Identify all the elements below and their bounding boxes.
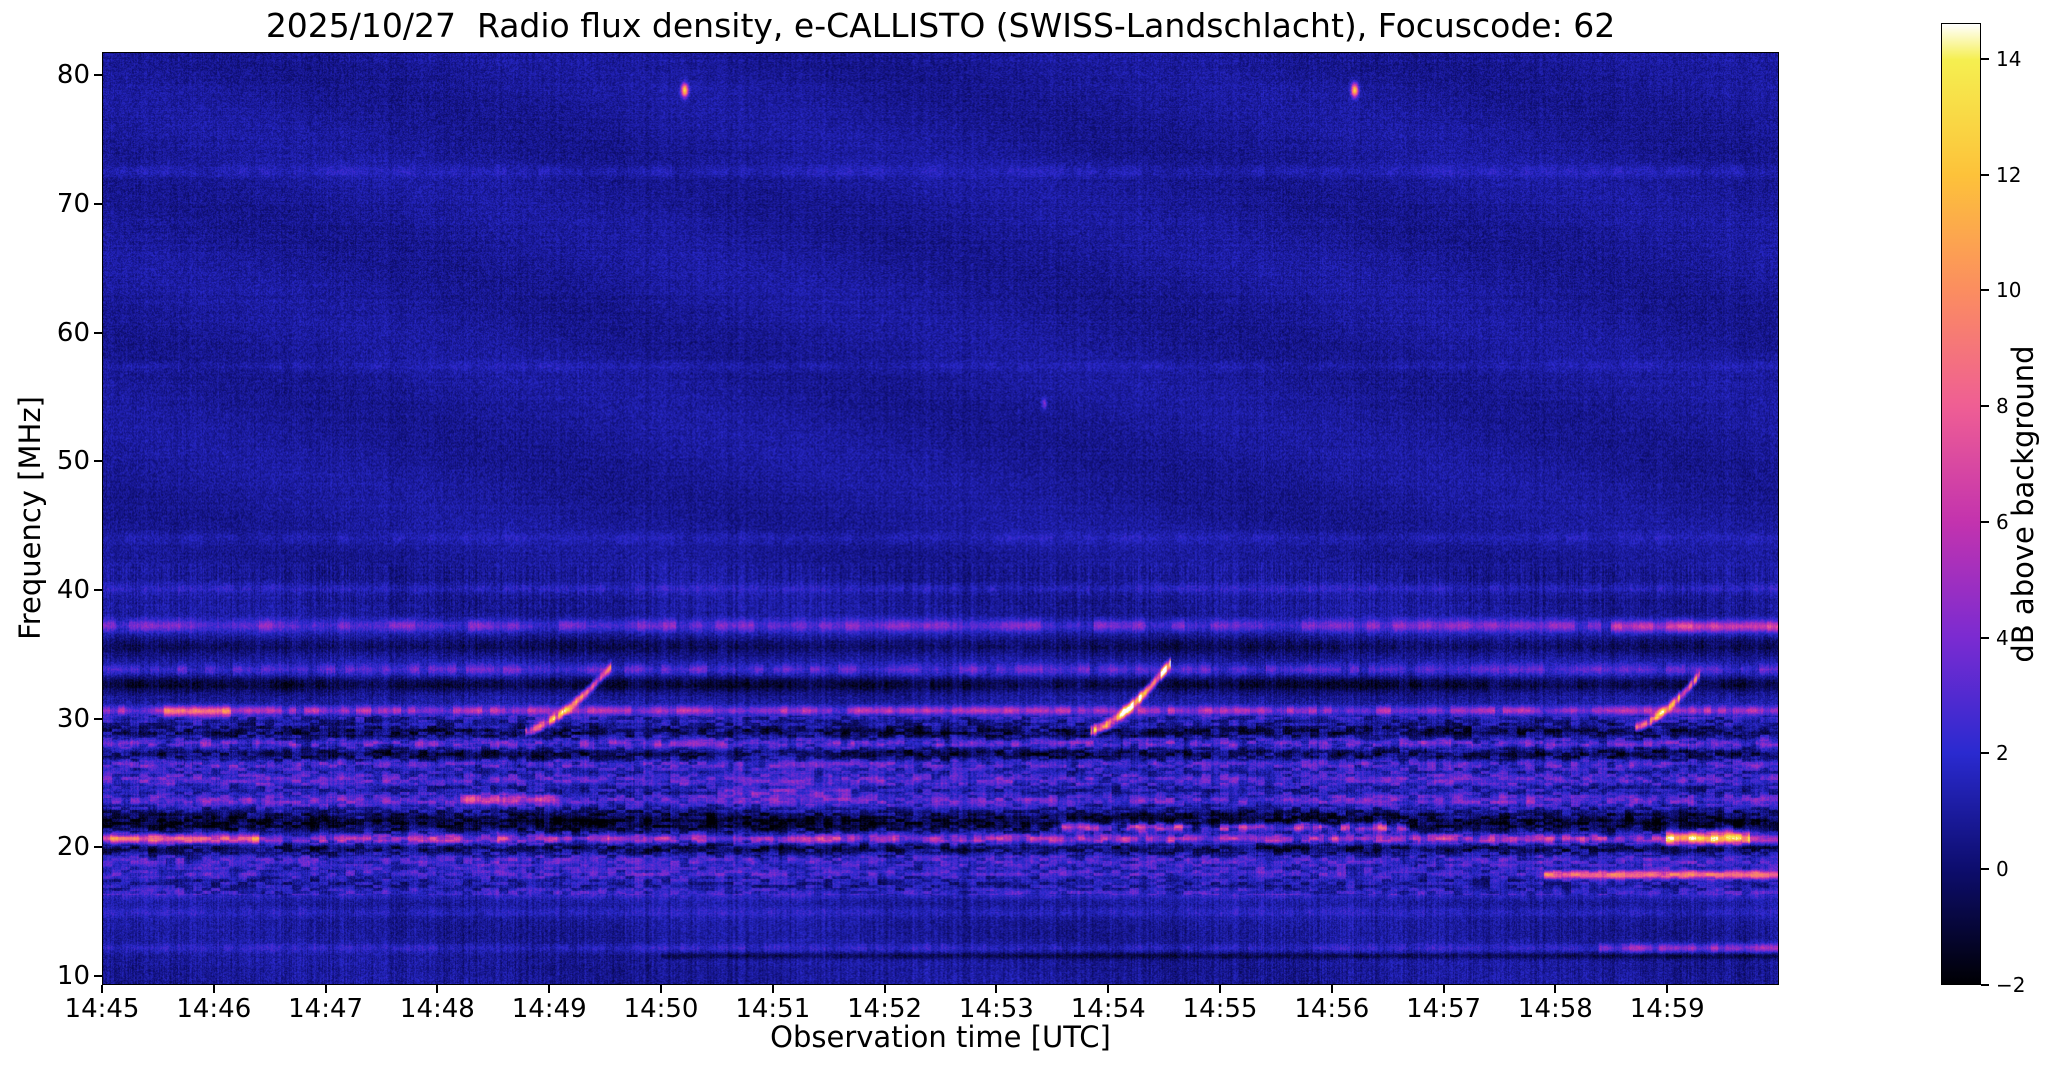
x-axis-tick-mark	[1330, 985, 1333, 993]
colorbar-gradient	[1942, 24, 1980, 984]
x-axis-tick-label: 14:49	[511, 994, 587, 1024]
x-axis-tick-mark	[1554, 985, 1557, 993]
x-axis-tick-label: 14:51	[735, 994, 811, 1024]
x-axis-tick-label: 14:56	[1294, 994, 1370, 1024]
y-axis-tick-mark	[94, 588, 102, 591]
x-axis-tick-label: 14:57	[1406, 994, 1482, 1024]
x-axis-tick-mark	[324, 985, 327, 993]
x-axis-tick-mark	[1107, 985, 1110, 993]
colorbar-tick-label: 0	[1996, 857, 2009, 882]
x-axis-tick-label: 14:46	[176, 994, 252, 1024]
y-axis-tick-label: 10	[56, 960, 90, 991]
y-axis-tick-mark	[94, 460, 102, 463]
x-axis-tick-mark	[212, 985, 215, 993]
y-axis-tick-mark	[94, 846, 102, 849]
x-axis-tick-mark	[436, 985, 439, 993]
y-axis-tick-mark	[94, 717, 102, 720]
x-axis-label: Observation time [UTC]	[770, 1020, 1111, 1054]
y-axis-tick-label: 50	[56, 446, 90, 477]
colorbar-tick-mark	[1981, 752, 1989, 755]
colorbar-tick-label: 6	[1996, 509, 2009, 534]
colorbar-tick-label: −2	[1996, 973, 2026, 997]
y-axis-tick-label: 20	[56, 832, 90, 863]
colorbar-tick-label: 10	[1996, 278, 2022, 303]
colorbar-tick-label: 8	[1996, 394, 2009, 419]
y-axis-tick-label: 40	[56, 574, 90, 605]
colorbar-tick-label: 4	[1996, 625, 2009, 650]
colorbar-tick-mark	[1981, 289, 1989, 292]
x-axis-tick-label: 14:54	[1070, 994, 1146, 1024]
chart-title: 2025/10/27 Radio flux density, e-CALLIST…	[265, 6, 1616, 45]
colorbar-label: dB above background	[2006, 345, 2040, 663]
y-axis-tick-label: 30	[56, 703, 90, 734]
y-axis-tick-label: 80	[56, 60, 90, 91]
colorbar-tick-label: 2	[1996, 741, 2009, 766]
colorbar-tick-mark	[1981, 520, 1989, 523]
x-axis-tick-label: 14:59	[1629, 994, 1705, 1024]
x-axis-tick-label: 14:53	[958, 994, 1034, 1024]
x-axis-tick-label: 14:47	[288, 994, 364, 1024]
colorbar-tick-mark	[1981, 405, 1989, 408]
colorbar-tick-label: 14	[1996, 46, 2022, 71]
colorbar-tick-mark	[1981, 984, 1989, 986]
y-axis-tick-mark	[94, 331, 102, 334]
x-axis-tick-label: 14:58	[1517, 994, 1593, 1024]
x-axis-tick-mark	[1442, 985, 1445, 993]
colorbar-tick-mark	[1981, 636, 1989, 639]
y-axis-tick-mark	[94, 974, 102, 977]
y-axis-tick-mark	[94, 74, 102, 77]
x-axis-tick-label: 14:55	[1182, 994, 1258, 1024]
x-axis-tick-mark	[1666, 985, 1669, 993]
x-axis-tick-mark	[1219, 985, 1221, 993]
colorbar-tick-mark	[1981, 868, 1989, 871]
colorbar-tick-label: 12	[1996, 162, 2022, 187]
x-axis-tick-mark	[660, 985, 662, 993]
x-axis-tick-mark	[548, 985, 551, 993]
x-axis-tick-label: 14:52	[847, 994, 923, 1024]
x-axis-tick-mark	[101, 985, 103, 993]
x-axis-tick-mark	[995, 985, 998, 993]
x-axis-tick-label: 14:50	[623, 994, 699, 1024]
plot-area	[102, 52, 1779, 985]
colorbar	[1941, 23, 1981, 985]
x-axis-tick-mark	[883, 985, 886, 993]
y-axis-tick-mark	[94, 202, 102, 205]
y-axis-tick-label: 60	[56, 317, 90, 348]
y-axis-tick-label: 70	[56, 188, 90, 219]
colorbar-tick-mark	[1981, 57, 1989, 60]
colorbar-tick-mark	[1981, 173, 1989, 176]
x-axis-tick-label: 14:45	[64, 994, 140, 1024]
x-axis-tick-mark	[771, 985, 774, 993]
x-axis-tick-label: 14:48	[399, 994, 475, 1024]
spectrogram-canvas	[103, 53, 1778, 984]
